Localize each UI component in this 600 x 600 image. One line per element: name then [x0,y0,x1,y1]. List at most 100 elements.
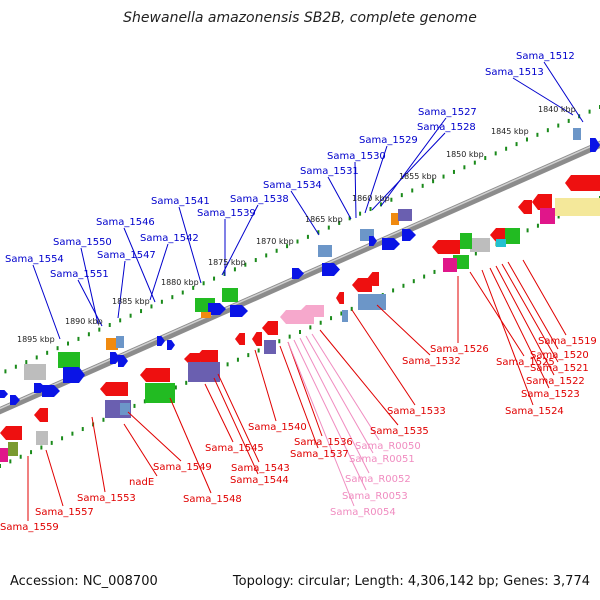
tick-mark [526,228,529,233]
gene-block [120,403,130,415]
tick-mark [174,385,177,390]
tick-mark [160,299,163,304]
gene-label: Sama_1526 [430,344,489,355]
gene-arrow [402,229,416,241]
gene-feature [145,383,175,403]
tick-mark [233,267,236,272]
gene-feature [157,336,165,346]
kbp-tick-label: 1840 kbp [538,105,576,114]
gene-label: Sama_1513 [485,67,544,78]
tick-mark [50,440,53,445]
tick-mark [0,464,1,468]
gene-label: Sama_1527 [418,107,477,118]
gene-label: Sama_1512 [516,51,575,62]
leader-line [123,423,158,477]
gene-block [391,213,399,225]
gene-label: Sama_R0050 [355,441,421,452]
tick-mark [192,285,195,290]
gene-block [540,208,555,224]
gene-block [0,448,8,462]
leader-line [127,411,182,462]
gene-block [555,198,600,216]
leader-line [376,304,431,356]
gene-feature [262,321,278,335]
gene-feature [432,240,460,254]
gene-block [116,336,124,348]
gene-feature [367,272,379,286]
gene-feature [36,431,48,445]
kbp-tick-label: 1890 kbp [65,317,103,326]
gene-feature [34,408,48,422]
gene-label: Sama_1542 [140,233,199,244]
tick-mark [286,244,289,249]
tick-mark [254,258,257,263]
tick-mark [223,271,226,276]
gene-arrow [208,303,226,315]
gene-feature [565,175,600,191]
tick-mark [536,223,539,228]
gene-label: Sama_R0051 [349,454,415,465]
gene-feature [24,364,46,380]
leader-line [327,176,352,220]
gene-feature [398,209,412,221]
tick-mark [340,311,343,316]
gene-block [8,442,18,456]
gene-label: Sama_1520 [530,350,589,361]
gene-block [188,362,220,382]
gene-feature [235,333,245,345]
tick-mark [87,332,90,337]
tick-mark [505,146,508,151]
tick-mark [98,327,101,332]
kbp-tick-label: 1870 kbp [256,237,294,246]
leader-line [522,259,567,336]
gene-arrow [34,408,48,422]
tick-mark [56,346,59,351]
tick-mark [77,336,80,341]
gene-block [573,128,581,140]
gene-block [222,288,238,302]
gene-label: Sama_1551 [50,269,109,280]
tick-mark [317,230,320,235]
tick-mark [525,137,528,142]
tick-mark [379,202,382,207]
gene-feature [573,128,581,140]
gene-block [496,239,506,247]
tick-mark [546,128,549,133]
leader-line [495,265,555,376]
gene-block [145,383,175,403]
leader-line [287,341,323,437]
gene-feature [505,228,520,244]
gene-block [342,310,348,322]
gene-label: Sama_1557 [35,507,94,518]
genome-summary-text: Topology: circular; Length: 4,306,142 bp… [232,574,590,589]
gene-arrow [367,272,379,286]
tick-mark [81,427,84,432]
gene-block [398,209,412,221]
gene-feature [443,258,457,272]
gene-feature [120,403,130,415]
tick-mark [119,318,122,323]
kbp-tick-label: 1865 kbp [305,215,343,224]
tick-mark [278,339,281,344]
gene-arrow [63,367,85,383]
label-layer: 1840 kbp 1845 kbp 1850 kbp 1855 kbp 1860 kbp… [0,51,597,533]
leader-line [77,279,103,327]
gene-label: nadE [129,477,154,488]
gene-arrow [0,426,22,440]
tick-mark [390,197,393,202]
leader-line [512,77,574,116]
gene-label: Sama_1559 [0,522,59,533]
tick-mark [265,253,268,258]
gene-arrow [10,395,20,405]
gene-label: Sama_1539 [197,208,256,219]
accession-text: Accession: NC_008700 [10,574,158,589]
gene-feature [540,208,555,224]
tick-mark [309,325,312,330]
leader-line [123,227,156,303]
gene-arrow [382,238,400,250]
tick-mark [536,132,539,137]
gene-feature [496,239,506,247]
upper-tick-track [4,105,600,374]
gene-block [264,340,276,354]
